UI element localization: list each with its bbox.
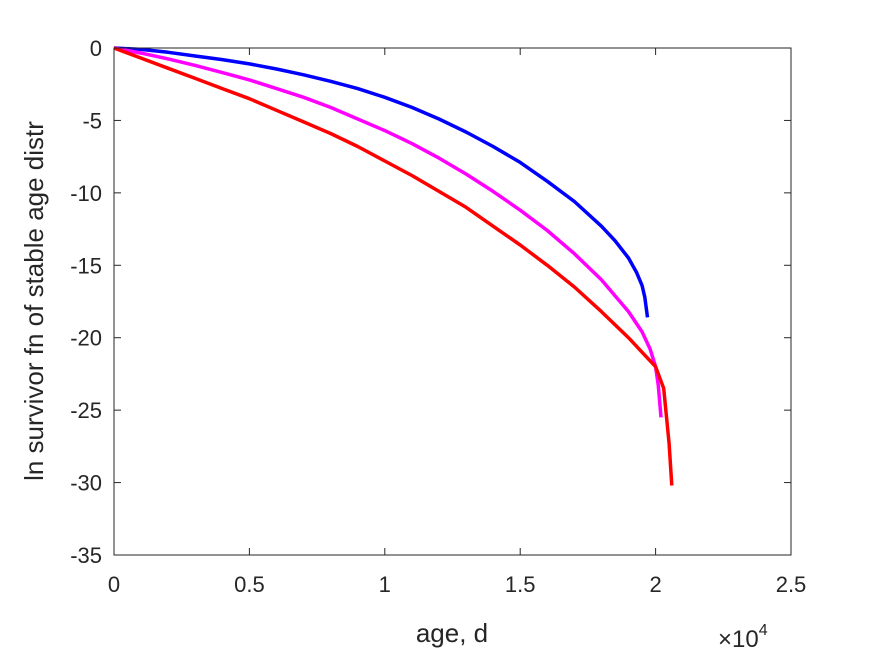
x-exponent-label: ×104 [718,622,768,653]
y-tick-label: -15 [70,253,102,278]
series-layer [113,46,674,486]
x-exponent-power: 4 [759,622,768,639]
y-tick-label: -35 [70,543,102,568]
y-tick-label: -30 [70,471,102,496]
x-tick-label: 1 [379,572,391,597]
x-tick-label: 0.5 [234,572,265,597]
x-tick-label: 2.5 [776,572,807,597]
series-line-3 [113,46,674,486]
y-axis-label: ln survivor fn of stable age distr [19,121,49,481]
tick-layer: 0 0.5 1 1.5 2 2.5 0 -5 -10 -15 -20 -25 -30 -35 [70,36,806,597]
x-tick-label: 0 [108,572,120,597]
y-tick-label: -20 [70,326,102,351]
y-tick-label: -5 [82,108,102,133]
plot-area [114,48,791,555]
x-tick-label: 1.5 [505,572,536,597]
x-tick-label: 2 [649,572,661,597]
x-axis-label: age, d [416,618,488,648]
series-line-1 [113,46,650,318]
x-exponent-base: ×10 [718,626,759,653]
y-tick-label: -10 [70,181,102,206]
y-tick-label: -25 [70,398,102,423]
axes-box [113,47,792,556]
series-line-2 [113,46,663,418]
y-tick-label: 0 [90,36,102,61]
